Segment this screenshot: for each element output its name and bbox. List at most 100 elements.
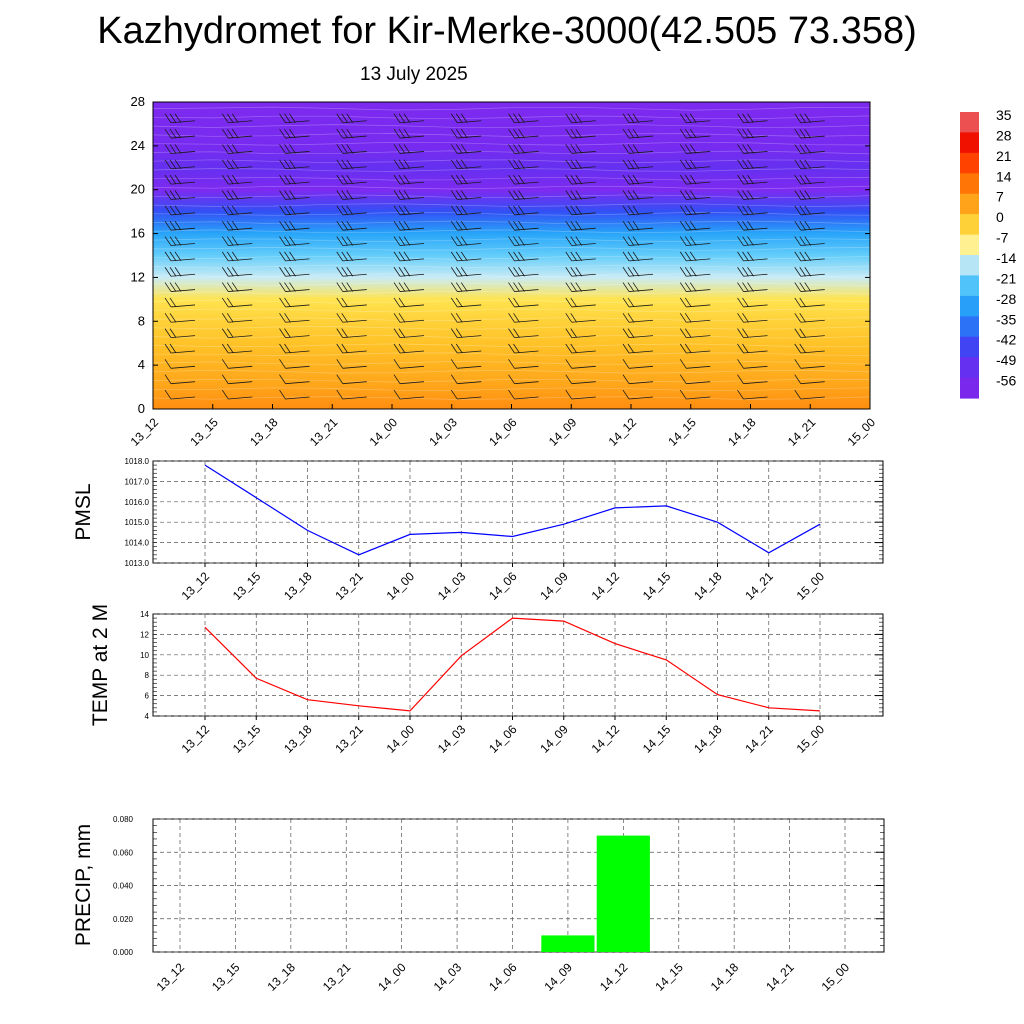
wind-barb	[508, 374, 539, 385]
y-tick-label: 1016.0	[125, 498, 150, 507]
wind-barb	[508, 343, 539, 354]
wind-barb	[450, 267, 482, 277]
x-tick-label: 15_00	[819, 960, 853, 994]
wind-barb	[737, 374, 768, 385]
x-tick-label: 14_09	[542, 960, 576, 994]
wind-barb	[794, 267, 825, 277]
wind-barb	[221, 267, 253, 277]
x-tick-label: 13_18	[264, 960, 298, 994]
wind-barb	[679, 282, 711, 292]
contour-line	[152, 220, 871, 225]
wind-barb	[737, 144, 768, 154]
x-tick-label: 14_00	[384, 722, 418, 756]
wind-barb	[450, 128, 482, 139]
y-tick-label: 10	[140, 651, 149, 660]
colorbar-segment	[960, 295, 979, 317]
wind-barb	[565, 220, 596, 231]
wind-barb	[508, 128, 539, 139]
wind-barb	[679, 328, 711, 339]
wind-barb	[450, 159, 482, 170]
wind-barb	[450, 113, 482, 124]
wind-barb	[737, 220, 768, 231]
wind-barb	[565, 159, 596, 170]
colorbar-segment	[960, 336, 979, 358]
wind-barb	[622, 159, 654, 170]
contour-line	[152, 255, 871, 260]
y-tick-label: 0.080	[113, 815, 134, 824]
wind-barb	[279, 174, 310, 185]
wind-barb	[508, 159, 539, 170]
wind-barb	[450, 374, 482, 385]
wind-barb	[794, 297, 825, 308]
wind-barb	[565, 343, 596, 354]
wind-barb	[393, 297, 425, 308]
contour-line	[152, 326, 871, 330]
wind-barb	[393, 251, 425, 262]
chart-subtitle: 13 July 2025	[360, 64, 468, 85]
contour-line	[152, 133, 871, 137]
wind-barb	[393, 159, 425, 170]
colorbar-label: 35	[996, 107, 1012, 123]
precip-bar	[541, 935, 595, 952]
wind-barb	[622, 251, 654, 262]
x-tick-label: 13_12	[179, 722, 213, 756]
x-tick-label: 14_06	[486, 722, 520, 756]
contour-line	[152, 396, 871, 400]
wind-barb	[221, 236, 253, 246]
wind-barb	[221, 113, 253, 124]
wind-barb	[221, 359, 253, 369]
wind-barb	[221, 343, 253, 354]
wind-barb	[508, 190, 539, 200]
x-tick-label: 13_21	[332, 569, 366, 603]
wind-barb	[164, 267, 196, 277]
wind-barb	[279, 343, 310, 354]
contour-line	[152, 264, 871, 269]
x-tick-label: 14_21	[763, 960, 797, 994]
wind-barb	[679, 359, 711, 369]
wind-barb	[622, 190, 654, 200]
wind-barb	[622, 220, 654, 231]
wind-barb	[336, 389, 367, 400]
wind-barb	[565, 282, 596, 292]
wind-barb	[508, 205, 539, 216]
x-tick-label: 13_15	[230, 722, 264, 756]
wind-barb	[794, 389, 825, 400]
x-tick-label: 14_09	[537, 722, 571, 756]
x-tick-label: 14_06	[486, 415, 520, 449]
wind-barb	[737, 205, 768, 216]
wind-barb	[565, 328, 596, 339]
wind-barb	[622, 236, 654, 246]
y-tick-label: 16	[131, 226, 145, 241]
x-tick-label: 13_21	[307, 415, 341, 449]
wind-barb	[794, 190, 825, 200]
colorbar-segment	[960, 112, 979, 133]
x-tick-label: 13_21	[320, 960, 354, 994]
wind-barb	[622, 128, 654, 139]
contour-line	[152, 361, 871, 365]
x-tick-label: 14_15	[640, 722, 674, 756]
x-tick-label: 13_15	[230, 569, 264, 603]
wind-barb	[794, 282, 825, 292]
colorbar-segment	[960, 173, 979, 195]
y-tick-label: 28	[131, 94, 145, 109]
wind-barb	[336, 174, 367, 185]
colorbar-label: -42	[996, 332, 1016, 348]
y-axis-label: TEMP at 2 M	[89, 604, 112, 726]
wind-barb	[393, 113, 425, 124]
y-tick-label: 0.020	[113, 915, 134, 924]
x-tick-label: 14_03	[426, 415, 460, 449]
colorbar-segment	[960, 377, 979, 399]
wind-barb	[622, 174, 654, 185]
wind-barb	[221, 205, 253, 216]
contour-line	[152, 150, 871, 155]
wind-barb	[565, 313, 596, 323]
y-tick-label: 1014.0	[125, 539, 150, 548]
colorbar-segment	[960, 214, 979, 236]
wind-barb	[622, 328, 654, 339]
y-tick-label: 0.060	[113, 848, 134, 857]
wind-barb	[508, 113, 539, 124]
wind-barb	[565, 128, 596, 139]
wind-barb	[794, 144, 825, 154]
wind-barb	[279, 282, 310, 292]
wind-barb	[737, 389, 768, 400]
